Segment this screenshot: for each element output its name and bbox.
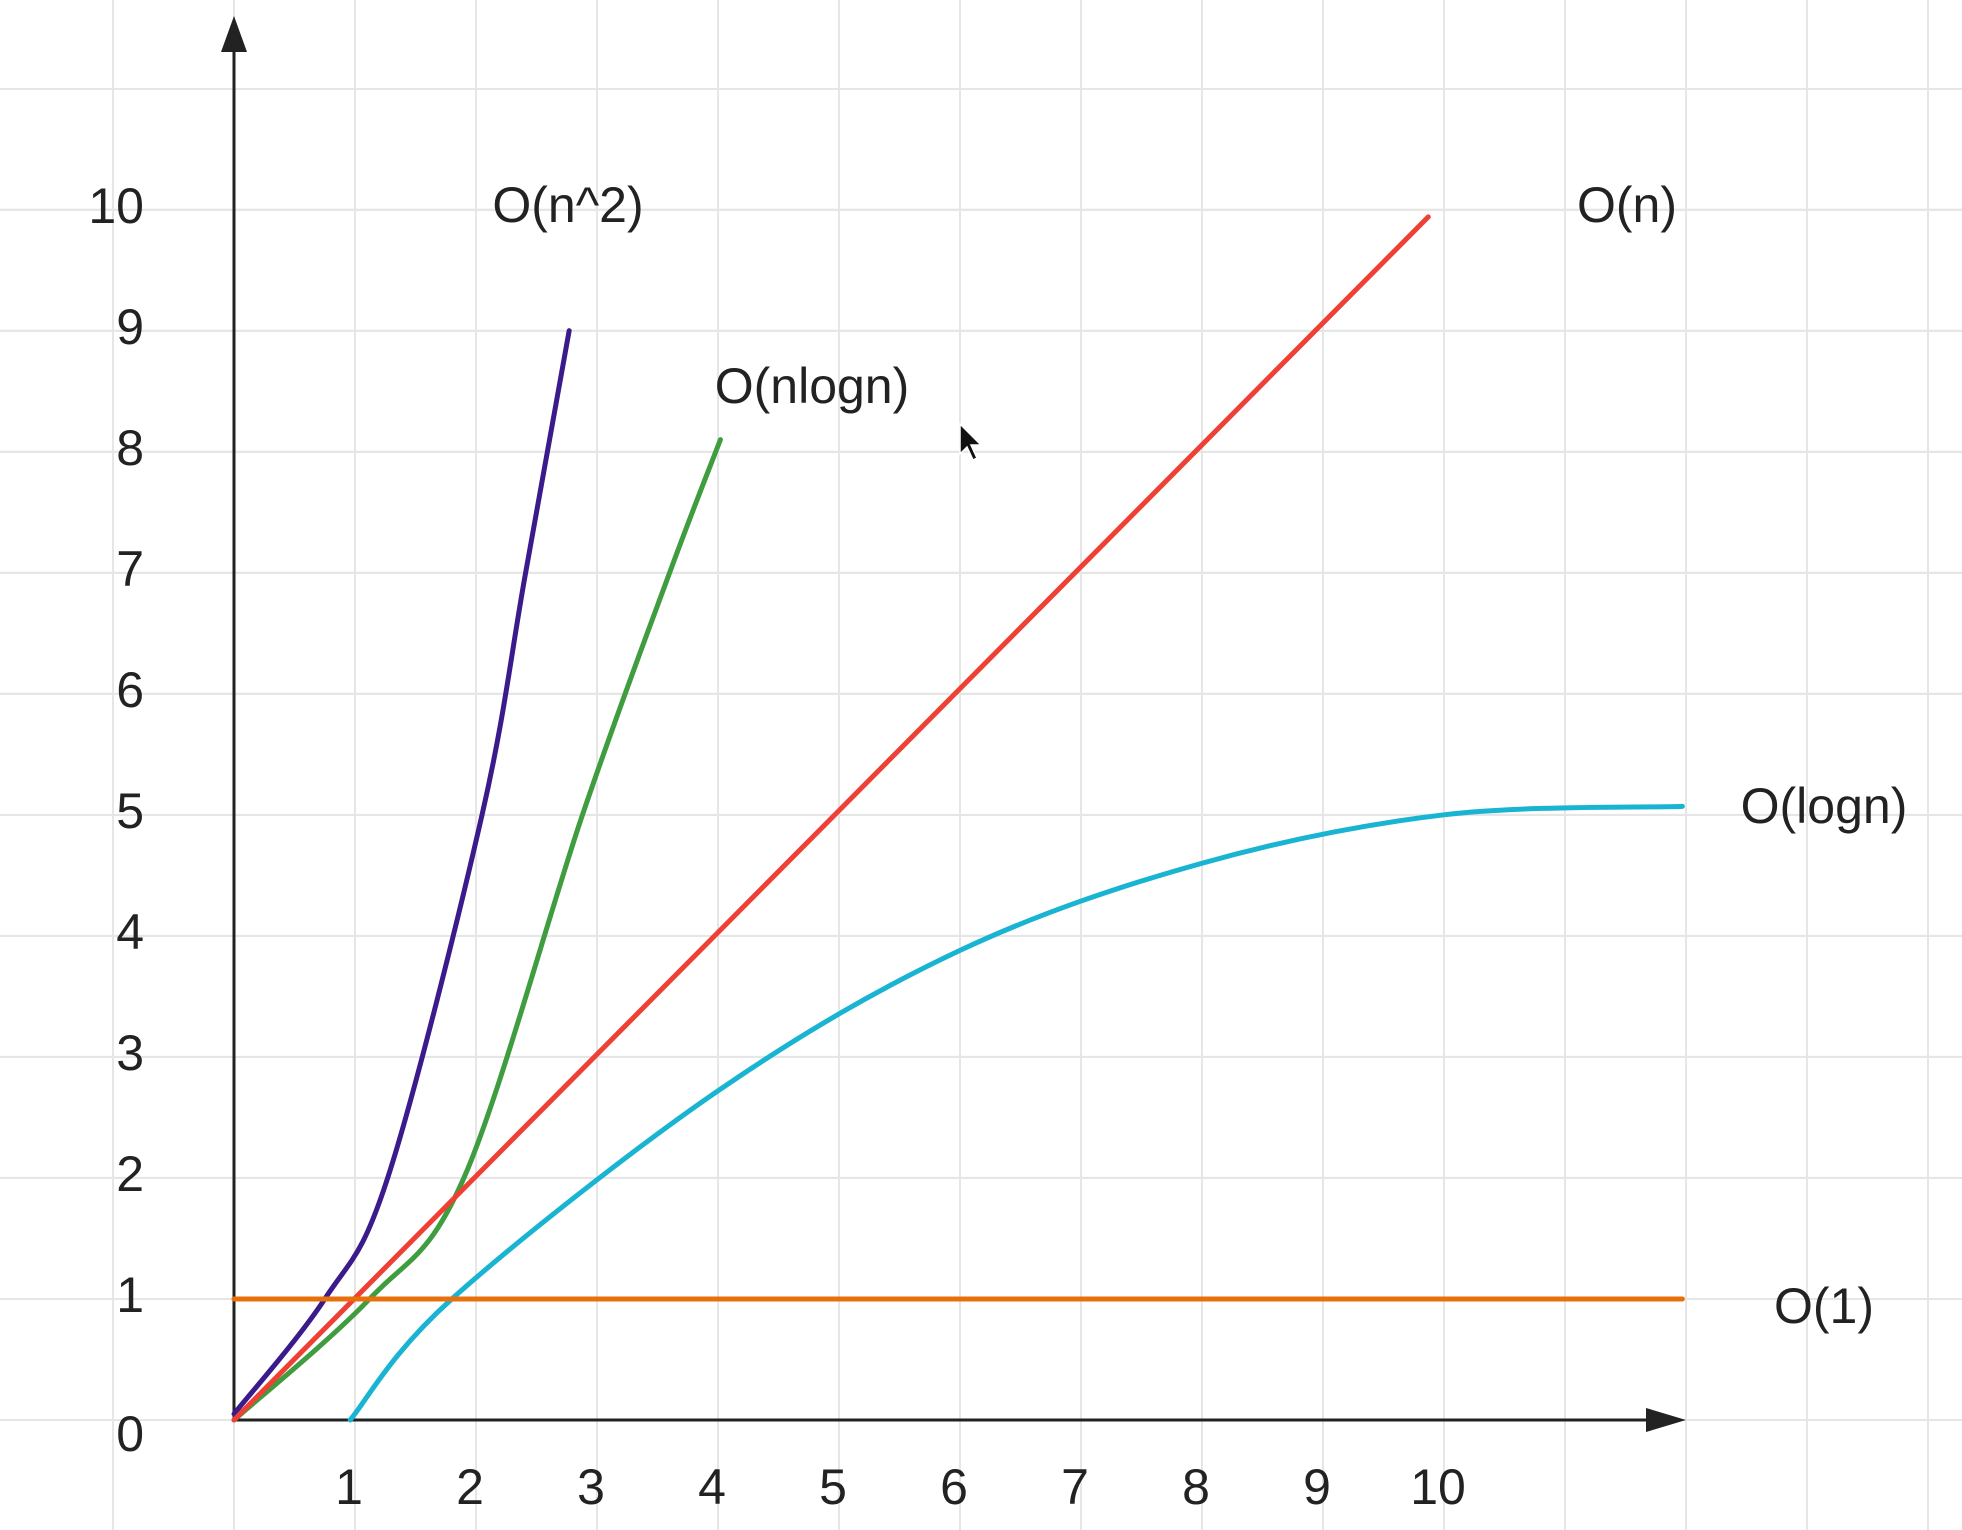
y-tick-label: 1: [116, 1267, 144, 1323]
y-tick-label: 8: [116, 420, 144, 476]
x-axis-arrow: [1646, 1408, 1686, 1432]
x-tick-label: 5: [819, 1459, 847, 1515]
y-tick-label: 6: [116, 662, 144, 718]
y-axis-arrow: [221, 16, 247, 52]
mouse-cursor: [959, 422, 983, 462]
series-label: O(n^2): [492, 177, 643, 233]
y-tick-label: 5: [116, 783, 144, 839]
x-tick-label: 6: [940, 1459, 968, 1515]
x-tick-label: 3: [577, 1459, 605, 1515]
x-tick-label: 1: [335, 1459, 363, 1515]
labels: 0 1 2 3 4 5 6 7 8 9 10 1 2 3 4 5 6 7 8 9 10 O(n^2) O(nlogn) O(n…: [88, 177, 1907, 1515]
series-label: O(nlogn): [715, 358, 910, 414]
series-line: [347, 803, 1685, 1423]
x-tick-label: 7: [1061, 1459, 1089, 1515]
series-label: O(n): [1577, 177, 1677, 233]
series-line: [231, 214, 1431, 1423]
axes: [221, 16, 1686, 1432]
series-label: O(1): [1774, 1278, 1874, 1334]
y-tick-label: 7: [116, 541, 144, 597]
x-tick-label: 4: [698, 1459, 726, 1515]
y-tick-label: 10: [88, 178, 144, 234]
series-line: [231, 437, 723, 1423]
series-label: O(logn): [1741, 778, 1908, 834]
y-tick-label: 3: [116, 1025, 144, 1081]
y-tick-label: 0: [116, 1406, 144, 1462]
y-tick-label: 2: [116, 1146, 144, 1202]
x-tick-label: 8: [1182, 1459, 1210, 1515]
x-tick-label: 9: [1303, 1459, 1331, 1515]
x-tick-label: 2: [456, 1459, 484, 1515]
y-tick-label: 9: [116, 299, 144, 355]
lines: [231, 214, 1685, 1423]
x-tick-label: 10: [1410, 1459, 1466, 1515]
y-tick-label: 4: [116, 904, 144, 960]
